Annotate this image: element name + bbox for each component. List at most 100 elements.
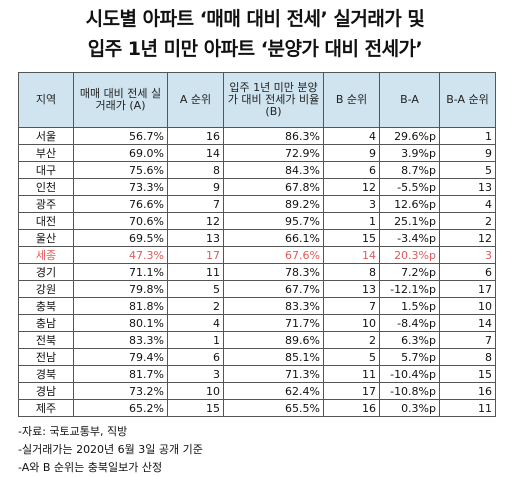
table-row: 대구 75.6% 8 84.3% 6 8.7%p 5 bbox=[18, 161, 496, 179]
header-row: 지역 매매 대비 전세 실거래가 (A) A 순위 입주 1년 미만 분양가 대… bbox=[18, 72, 496, 128]
cell-region: 대전 bbox=[18, 212, 74, 230]
table-row: 울산 69.5% 13 66.1% 15 -3.4%p 12 bbox=[18, 229, 496, 247]
cell-b-rank: 11 bbox=[323, 365, 380, 383]
cell-b-minus-a-rank: 7 bbox=[439, 331, 496, 349]
cell-b-rank: 14 bbox=[323, 246, 380, 264]
cell-region: 세종 bbox=[18, 246, 74, 264]
cell-b-minus-a: -5.5%p bbox=[379, 178, 440, 196]
cell-b-ratio: 95.7% bbox=[223, 212, 324, 230]
cell-a-ratio: 70.6% bbox=[73, 212, 168, 230]
table-row: 전남 79.4% 6 85.1% 5 5.7%p 8 bbox=[18, 348, 496, 366]
table-row: 세종 47.3% 17 67.6% 14 20.3%p 3 bbox=[18, 246, 496, 264]
cell-b-rank: 1 bbox=[323, 212, 380, 230]
header-region: 지역 bbox=[18, 72, 74, 128]
cell-b-minus-a-rank: 8 bbox=[439, 348, 496, 366]
cell-region: 서울 bbox=[18, 127, 74, 145]
cell-a-ratio: 75.6% bbox=[73, 161, 168, 179]
cell-b-minus-a: 6.3%p bbox=[379, 331, 440, 349]
cell-b-ratio: 72.9% bbox=[223, 144, 324, 162]
cell-b-ratio: 83.3% bbox=[223, 297, 324, 315]
cell-b-rank: 16 bbox=[323, 399, 380, 417]
cell-b-minus-a: 8.7%p bbox=[379, 161, 440, 179]
cell-b-rank: 8 bbox=[323, 263, 380, 281]
cell-b-minus-a: 3.9%p bbox=[379, 144, 440, 162]
cell-b-minus-a: -8.4%p bbox=[379, 314, 440, 332]
cell-b-ratio: 89.6% bbox=[223, 331, 324, 349]
cell-b-minus-a-rank: 12 bbox=[439, 229, 496, 247]
cell-region: 대구 bbox=[18, 161, 74, 179]
table-row: 서울 56.7% 16 86.3% 4 29.6%p 1 bbox=[18, 127, 496, 145]
cell-b-rank: 7 bbox=[323, 297, 380, 315]
cell-region: 경북 bbox=[18, 365, 74, 383]
cell-b-minus-a-rank: 13 bbox=[439, 178, 496, 196]
cell-region: 전남 bbox=[18, 348, 74, 366]
cell-a-ratio: 56.7% bbox=[73, 127, 168, 145]
cell-region: 전북 bbox=[18, 331, 74, 349]
header-a-rank: A 순위 bbox=[167, 72, 224, 128]
cell-b-minus-a-rank: 2 bbox=[439, 212, 496, 230]
table-row: 경기 71.1% 11 78.3% 8 7.2%p 6 bbox=[18, 263, 496, 281]
cell-a-rank: 2 bbox=[167, 297, 224, 315]
table-row: 전북 83.3% 1 89.6% 2 6.3%p 7 bbox=[18, 331, 496, 349]
title-line-2: 입주 1년 미만 아파트 ‘분양가 대비 전세가’ bbox=[87, 38, 423, 60]
cell-a-rank: 6 bbox=[167, 348, 224, 366]
document-title: 시도별 아파트 ‘매매 대비 전세’ 실거래가 및 입주 1년 미만 아파트 ‘… bbox=[0, 4, 510, 64]
cell-b-minus-a-rank: 6 bbox=[439, 263, 496, 281]
cell-region: 울산 bbox=[18, 229, 74, 247]
cell-a-ratio: 79.8% bbox=[73, 280, 168, 298]
cell-a-ratio: 69.5% bbox=[73, 229, 168, 247]
cell-b-minus-a: -10.8%p bbox=[379, 382, 440, 400]
cell-b-minus-a: 29.6%p bbox=[379, 127, 440, 145]
note-ranking: -A와 B 순위는 충북일보가 산정 bbox=[18, 461, 163, 474]
cell-b-minus-a-rank: 5 bbox=[439, 161, 496, 179]
cell-b-minus-a: 25.1%p bbox=[379, 212, 440, 230]
cell-region: 경남 bbox=[18, 382, 74, 400]
table-row: 경남 73.2% 10 62.4% 17 -10.8%p 16 bbox=[18, 382, 496, 400]
table-row: 강원 79.8% 5 67.7% 13 -12.1%p 17 bbox=[18, 280, 496, 298]
cell-region: 광주 bbox=[18, 195, 74, 213]
cell-b-ratio: 78.3% bbox=[223, 263, 324, 281]
cell-b-minus-a: 5.7%p bbox=[379, 348, 440, 366]
cell-b-ratio: 67.8% bbox=[223, 178, 324, 196]
table-row: 제주 65.2% 15 65.5% 16 0.3%p 11 bbox=[18, 399, 496, 417]
cell-a-rank: 7 bbox=[167, 195, 224, 213]
cell-b-ratio: 85.1% bbox=[223, 348, 324, 366]
notes: -자료: 국토교통부, 직방 -실거래가는 2020년 6월 3일 공개 기준 … bbox=[18, 423, 510, 477]
cell-a-rank: 8 bbox=[167, 161, 224, 179]
cell-b-ratio: 71.7% bbox=[223, 314, 324, 332]
cell-b-rank: 5 bbox=[323, 348, 380, 366]
cell-a-ratio: 76.6% bbox=[73, 195, 168, 213]
cell-b-ratio: 66.1% bbox=[223, 229, 324, 247]
cell-a-ratio: 73.2% bbox=[73, 382, 168, 400]
cell-a-ratio: 47.3% bbox=[73, 246, 168, 264]
table-row: 경북 81.7% 3 71.3% 11 -10.4%p 15 bbox=[18, 365, 496, 383]
cell-a-rank: 5 bbox=[167, 280, 224, 298]
header-b-rank: B 순위 bbox=[323, 72, 380, 128]
cell-b-rank: 12 bbox=[323, 178, 380, 196]
header-sale-jeonse-ratio: 매매 대비 전세 실거래가 (A) bbox=[73, 72, 168, 128]
cell-b-minus-a: -3.4%p bbox=[379, 229, 440, 247]
cell-region: 강원 bbox=[18, 280, 74, 298]
cell-a-ratio: 65.2% bbox=[73, 399, 168, 417]
cell-b-minus-a-rank: 15 bbox=[439, 365, 496, 383]
table-row: 광주 76.6% 7 89.2% 3 12.6%p 4 bbox=[18, 195, 496, 213]
cell-a-rank: 17 bbox=[167, 246, 224, 264]
cell-a-rank: 13 bbox=[167, 229, 224, 247]
cell-b-ratio: 84.3% bbox=[223, 161, 324, 179]
header-presale-jeonse-ratio: 입주 1년 미만 분양가 대비 전세가 비율(B) bbox=[223, 72, 324, 128]
cell-b-minus-a-rank: 9 bbox=[439, 144, 496, 162]
cell-b-minus-a: -12.1%p bbox=[379, 280, 440, 298]
note-source: -자료: 국토교통부, 직방 bbox=[18, 425, 128, 438]
cell-a-rank: 3 bbox=[167, 365, 224, 383]
cell-b-minus-a-rank: 17 bbox=[439, 280, 496, 298]
cell-region: 충남 bbox=[18, 314, 74, 332]
cell-region: 부산 bbox=[18, 144, 74, 162]
cell-a-ratio: 83.3% bbox=[73, 331, 168, 349]
cell-b-ratio: 89.2% bbox=[223, 195, 324, 213]
note-basis: -실거래가는 2020년 6월 3일 공개 기준 bbox=[18, 443, 203, 456]
cell-b-minus-a-rank: 14 bbox=[439, 314, 496, 332]
cell-b-ratio: 71.3% bbox=[223, 365, 324, 383]
cell-b-minus-a-rank: 11 bbox=[439, 399, 496, 417]
cell-b-rank: 2 bbox=[323, 331, 380, 349]
table-row: 대전 70.6% 12 95.7% 1 25.1%p 2 bbox=[18, 212, 496, 230]
